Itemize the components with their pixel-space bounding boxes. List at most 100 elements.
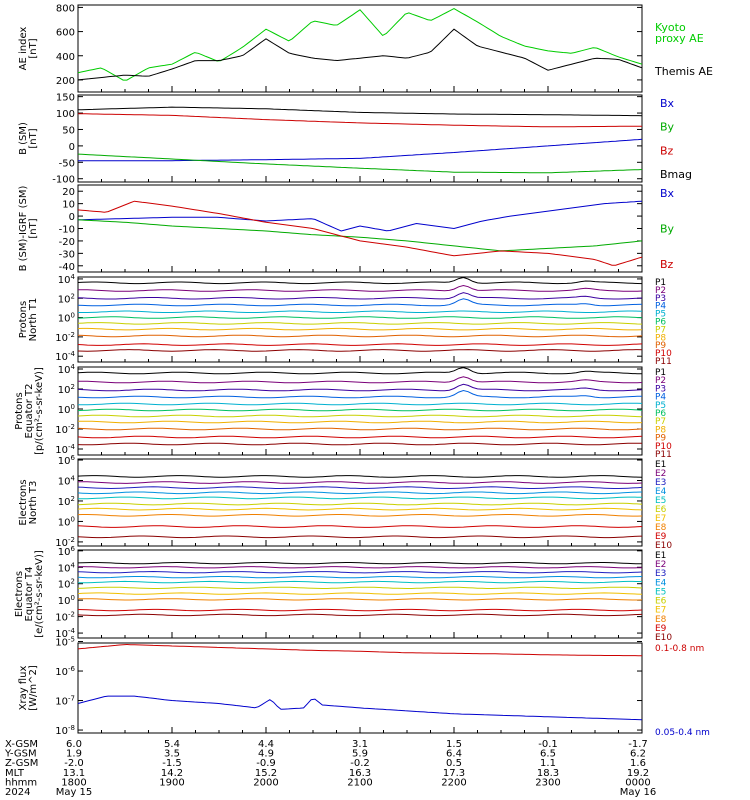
legend-entry: E1 [655,551,666,561]
legend-entry: P9 [655,434,666,444]
channel-line [78,580,643,584]
channel-line [77,608,643,612]
channel-line [77,327,643,331]
channel-line [77,343,643,346]
y-axis-label: Electrons [14,571,25,617]
legend-entry: E2 [655,469,666,479]
channel-line [77,442,643,446]
channel-line [77,598,643,601]
channel-line [78,310,643,313]
y-tick-label: 100 [58,515,75,528]
y-tick-label: 106 [58,454,76,467]
x-axis-row-value: -1.7 [628,739,648,750]
y-tick-label: 104 [58,363,76,376]
x-axis-row-value: 1900 [159,777,184,788]
legend-entry: Bx [660,187,675,200]
legend-entry: E7 [655,606,666,616]
series-line [77,200,643,232]
channel-line [77,316,643,319]
y-tick-label: 100 [58,312,75,325]
legend-entry: E9 [655,532,667,542]
x-axis-row-value: 1.6 [630,758,646,769]
legend-entry: P4 [655,393,666,403]
channel-line [77,334,643,338]
channel-line [77,502,643,506]
legend-entry: E3 [655,569,666,579]
x-axis-row-value: 2200 [441,777,466,788]
y-axis-label: [e/(cm²-s-sr-keV)] [34,550,45,638]
y-tick-label: 100 [58,594,75,607]
series-line [78,138,643,162]
legend-entry: P6 [655,409,666,419]
series-line [77,153,643,174]
y-tick-label: 100 [58,403,75,416]
y-axis-label: Equator T2 [24,384,35,439]
legend-entry: E4 [655,578,667,588]
x-axis-row-value: 3.5 [164,749,180,760]
channel-line [78,566,643,569]
y-tick-label: -100 [52,175,75,186]
channel-line [78,496,643,500]
y-axis-label: [nT] [28,38,39,58]
channel-line [77,525,643,528]
x-axis-row-value: 16.3 [349,768,371,779]
legend-entry: Themis AE [654,65,713,78]
channel-line [77,475,643,478]
x-axis-row-value: 1.1 [540,758,556,769]
x-axis-row-value: 5.4 [164,739,180,750]
y-axis-label: Protons [18,301,29,338]
y-tick-label: 106 [58,545,76,558]
y-tick-label: 200 [56,76,75,87]
legend-entry: E8 [655,523,667,533]
channel-line [77,276,643,285]
y-tick-label: 50 [62,125,75,136]
panel-frame-et3 [77,458,643,547]
legend-entry: 0.05-0.4 nm [655,728,710,738]
channel-line [77,402,643,406]
y-axis-label: Equator T4 [24,567,35,622]
legend-entry: E4 [655,487,667,497]
y-tick-label: 600 [56,28,75,39]
legend-entry: P2 [655,286,666,296]
y-axis-label: B (SM) [18,122,29,155]
y-tick-label: 104 [58,273,76,286]
x-axis-row-value: -1.5 [162,758,182,769]
y-tick-label: 0 [69,212,75,223]
series-line [77,643,642,657]
channel-line [77,427,643,431]
x-axis-row-value: 6.0 [66,739,82,750]
channel-line [77,389,643,399]
series-line [77,8,643,81]
channel-line [77,292,643,300]
x-axis-row-value: -0.1 [538,739,558,750]
x-axis-row-value: 6.4 [446,749,462,760]
x-axis-row-value: 3.1 [352,739,368,750]
y-tick-label: -20 [59,237,75,248]
legend-entry: E5 [655,587,666,597]
y-axis-label: [nT] [28,218,39,238]
channel-line [77,586,643,589]
x-axis-row-value: 18.3 [537,768,559,779]
channel-line [77,507,643,511]
y-tick-label: 102 [58,383,75,396]
legend-entry: Bx [660,97,675,110]
legend-entry: Kyoto [655,21,686,34]
y-tick-label: 10-2 [55,611,75,624]
x-axis-row-value: 1.5 [446,739,462,750]
series-line [77,200,643,266]
x-axis-row-value: May 16 [620,787,657,798]
legend-entry: P8 [655,425,666,435]
y-tick-label: 10-8 [55,724,75,737]
x-axis-row-label: hhmm [5,777,37,788]
legend-entry: E6 [655,505,667,515]
y-tick-label: 800 [56,3,75,14]
x-axis-row-value: 0.5 [446,758,462,769]
legend-entry: By [660,223,675,236]
channel-line [77,349,643,352]
y-tick-label: 100 [56,109,75,120]
legend-entry: P1 [655,278,666,288]
x-axis-row-label: Z-GSM [5,758,38,769]
legend-entry: P1 [655,368,666,378]
y-tick-label: -40 [59,262,75,273]
x-axis-row-label: 2024 [5,787,30,798]
